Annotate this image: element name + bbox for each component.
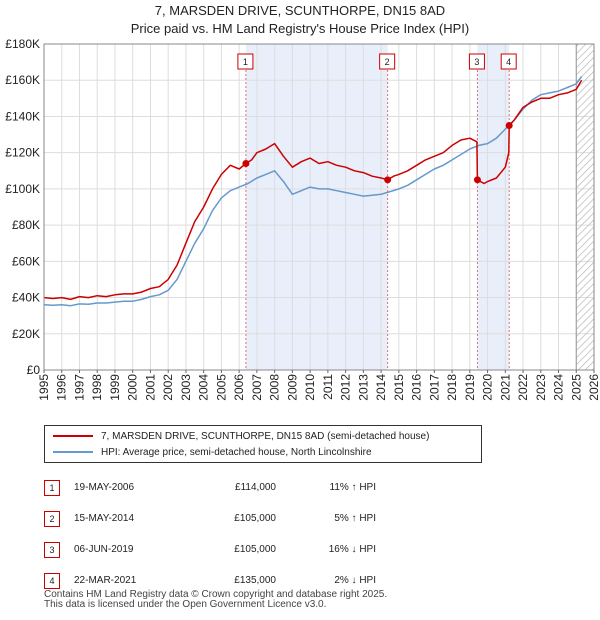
x-tick-label: 2020 [481, 374, 495, 401]
y-tick-label: £120K [5, 146, 40, 160]
footer-line-1: Contains HM Land Registry data © Crown c… [44, 589, 388, 600]
x-tick-label: 2016 [410, 374, 424, 401]
footer-attribution: Contains HM Land Registry data © Crown c… [44, 590, 387, 610]
sale-marker-label: 2 [44, 510, 60, 527]
x-tick-label: 2003 [179, 374, 193, 401]
x-tick-label: 2002 [161, 374, 175, 401]
sale-price: £114,000 [235, 482, 276, 493]
sale-point-2 [384, 176, 392, 184]
legend-hpi-label: HPI: Average price, semi-detached house,… [101, 446, 372, 458]
sale-box-label: 4 [506, 57, 511, 67]
x-tick-label: 2001 [143, 374, 157, 401]
y-tick-label: £80K [12, 218, 40, 232]
x-tick-label: 2021 [498, 374, 512, 401]
table-row: 1 19-MAY-2006 £114,000 11% ↑ HPI [44, 472, 376, 503]
x-tick-label: 2004 [197, 374, 211, 401]
sale-price: £105,000 [234, 513, 276, 524]
sale-point-3 [473, 176, 481, 184]
x-tick-label: 1999 [108, 374, 122, 401]
legend-entry-hpi: HPI: Average price, semi-detached house,… [53, 445, 372, 459]
x-tick-label: 2000 [126, 374, 140, 401]
legend-entry-price: 7, MARSDEN DRIVE, SCUNTHORPE, DN15 8AD (… [53, 429, 429, 443]
legend-price-label: 7, MARSDEN DRIVE, SCUNTHORPE, DN15 8AD (… [101, 430, 430, 442]
chart-title-line1: 7, MARSDEN DRIVE, SCUNTHORPE, DN15 8AD [154, 3, 446, 18]
sale-point-4 [505, 122, 513, 129]
x-tick-label: 2022 [516, 374, 530, 401]
x-tick-label: 2006 [232, 374, 246, 401]
table-row: 3 06-JUN-2019 £105,000 16% ↓ HPI [44, 534, 376, 565]
x-tick-label: 2019 [463, 374, 477, 401]
x-tick-label: 2018 [445, 374, 459, 401]
y-tick-label: £160K [5, 73, 40, 87]
plot-frame [43, 43, 595, 371]
price-chart: 1 2 3 4 £0 £20K £40K £60K £80K £100K £120K £140K £1… [5, 37, 600, 401]
x-tick-label: 2010 [303, 374, 317, 401]
x-tick-label: 2012 [339, 374, 353, 401]
x-tick-label: 2009 [285, 374, 299, 401]
hpi-line [43, 76, 583, 307]
table-row: 4 22-MAR-2021 £135,000 2% ↓ HPI [44, 565, 376, 596]
sale-box-1 [237, 53, 254, 70]
x-tick-label: 2017 [427, 374, 441, 401]
sale-box-label: 2 [385, 57, 390, 67]
chart-legend: 7, MARSDEN DRIVE, SCUNTHORPE, DN15 8AD (… [44, 425, 482, 463]
sale-box-label: 1 [243, 57, 248, 67]
x-tick-label: 1998 [90, 374, 104, 401]
sale-hpi-diff: 16% ↓ HPI [328, 544, 376, 555]
x-tick-label: 2025 [569, 374, 583, 401]
x-tick-label: 2024 [552, 374, 566, 401]
y-tick-label: £140K [5, 109, 40, 123]
x-tick-label: 2015 [392, 374, 406, 401]
y-tick-label: £20K [12, 327, 40, 341]
x-tick-label: 2013 [356, 374, 370, 401]
x-tick-label: 2026 [587, 374, 600, 401]
y-tick-label: £60K [12, 254, 40, 268]
x-tick-label: 2011 [321, 374, 335, 400]
footer-line-2: This data is licensed under the Open Gov… [44, 599, 327, 610]
legend-hpi-swatch [53, 451, 93, 453]
sale-marker-label: 4 [44, 572, 60, 589]
sale-date: 15-MAY-2014 [74, 513, 135, 524]
y-tick-label: £100K [5, 182, 40, 196]
sale-hpi-diff: 2% ↓ HPI [334, 575, 376, 586]
forecast-hatch [576, 44, 594, 370]
sale-price: £105,000 [234, 544, 276, 555]
sale-box-3 [468, 53, 485, 70]
sale-point-1 [242, 160, 250, 168]
x-tick-label: 2007 [250, 374, 264, 401]
sale-hpi-diff: 5% ↑ HPI [334, 513, 376, 524]
x-tick-label: 2008 [268, 374, 282, 401]
x-tick-label: 1997 [72, 374, 86, 401]
y-tick-label: £0 [27, 363, 41, 377]
x-tick-label: 2023 [534, 374, 548, 401]
legend-price-swatch [53, 435, 93, 437]
x-tick-label: 1996 [55, 374, 69, 401]
sale-box-4 [500, 53, 517, 70]
y-tick-label: £40K [12, 291, 40, 305]
sale-hpi-diff: 11% ↑ HPI [329, 482, 377, 493]
shaded-period [477, 44, 510, 370]
price-paid-line [43, 79, 583, 301]
sale-marker-label: 1 [44, 479, 60, 496]
sale-box-2 [379, 53, 396, 70]
sale-date: 22-MAR-2021 [74, 575, 137, 586]
sale-box-label: 3 [474, 57, 479, 67]
y-tick-label: £180K [5, 37, 40, 51]
chart-title-line2: Price paid vs. HM Land Registry's House … [130, 21, 470, 36]
x-tick-label: 2014 [374, 374, 388, 401]
table-row: 2 15-MAY-2014 £105,000 5% ↑ HPI [44, 503, 376, 534]
x-tick-label: 1995 [37, 374, 51, 401]
shaded-period [245, 44, 388, 370]
sale-marker-label: 3 [44, 541, 60, 558]
sale-price: £135,000 [234, 575, 276, 586]
x-tick-label: 2005 [214, 374, 228, 401]
transactions-table: 1 19-MAY-2006 £114,000 11% ↑ HPI 2 15-MA… [44, 472, 376, 596]
sale-date: 19-MAY-2006 [74, 482, 135, 493]
sale-date: 06-JUN-2019 [74, 544, 134, 555]
